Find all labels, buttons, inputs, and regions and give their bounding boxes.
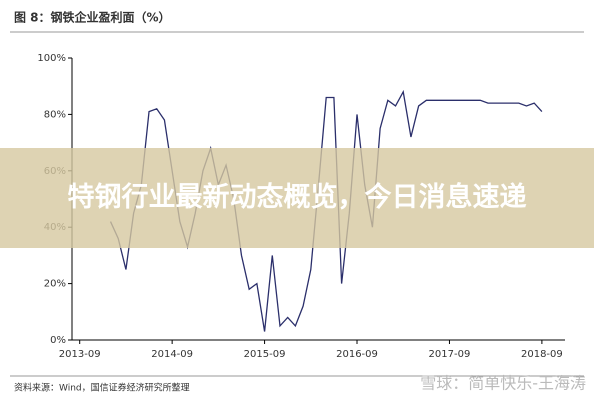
x-tick-label: 2014-09: [151, 349, 193, 360]
source: 资料来源：Wind，国信证券经济研究所整理: [14, 382, 190, 394]
y-tick-label: 80%: [44, 109, 66, 120]
x-tick-label: 2017-09: [429, 349, 471, 360]
watermark: 雪球：简单快乐-王海涛: [420, 374, 586, 393]
overlay-title: 特钢行业最新动态概览，今日消息速递: [67, 182, 527, 213]
y-tick-label: 20%: [44, 279, 66, 290]
x-tick-label: 2018-09: [521, 349, 563, 360]
x-tick-label: 2013-09: [59, 349, 101, 360]
x-tick-label: 2016-09: [336, 349, 378, 360]
y-tick-label: 0%: [50, 335, 66, 346]
y-tick-label: 100%: [37, 53, 66, 64]
x-tick-label: 2015-09: [244, 349, 286, 360]
chart-title: 图 8：钢铁企业盈利面（%）: [14, 10, 171, 25]
overlay-banner: 特钢行业最新动态概览，今日消息速递: [0, 148, 594, 248]
